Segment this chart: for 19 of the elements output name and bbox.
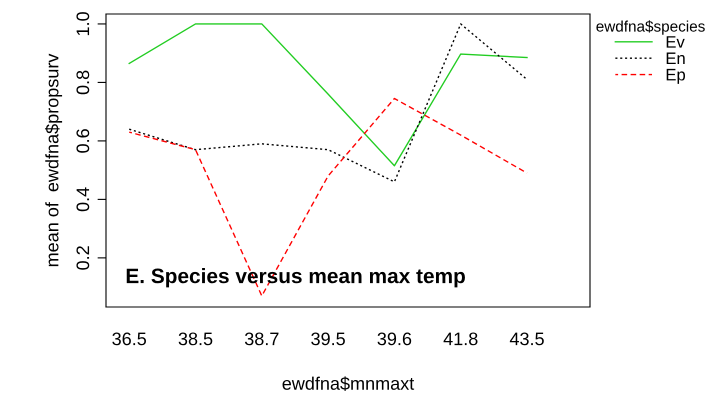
legend-label: En <box>666 52 685 64</box>
legend-label: Ev <box>666 36 685 48</box>
x-tick-label: 38.7 <box>244 332 278 346</box>
y-tick-label: 0.6 <box>76 129 90 153</box>
y-axis-title: mean of ewdfna$propsurv <box>44 54 62 266</box>
x-tick-label: 36.5 <box>112 332 146 346</box>
x-tick-label: 39.6 <box>378 332 412 346</box>
y-tick-label: 0.4 <box>76 187 90 212</box>
x-tick-label: 43.5 <box>510 332 544 346</box>
legend-title: ewdfna$species <box>596 20 705 35</box>
legend-label: Ep <box>666 68 686 84</box>
x-tick-label: 38.5 <box>178 332 212 346</box>
y-tick-label: 0.2 <box>76 246 90 270</box>
x-tick-label: 41.8 <box>444 332 478 346</box>
x-tick-label: 39.5 <box>311 332 345 346</box>
text: E. Species versus mean max temp <box>126 268 465 288</box>
x-axis-title: ewdfna$mnmaxt <box>282 376 414 391</box>
y-tick-label: 1.0 <box>76 12 90 36</box>
y-tick-label: 0.8 <box>76 70 90 94</box>
